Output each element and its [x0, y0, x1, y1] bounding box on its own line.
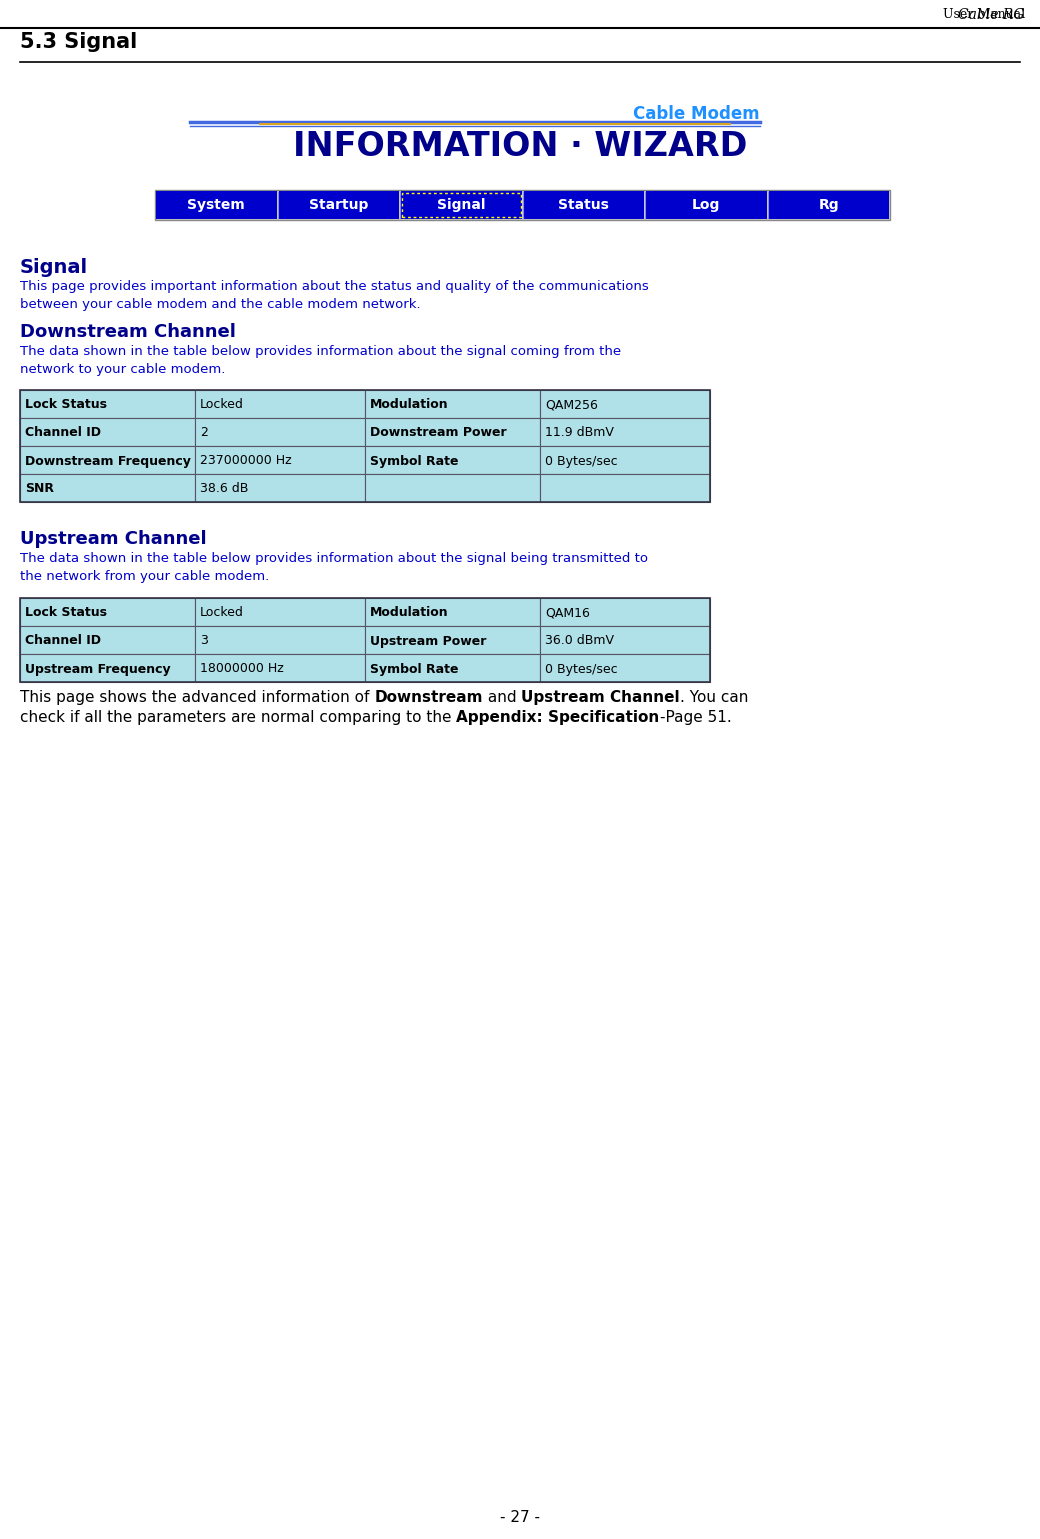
- Bar: [196, 389, 365, 419]
- Bar: [523, 191, 644, 219]
- Text: Symbol Rate: Symbol Rate: [370, 454, 459, 468]
- Bar: [769, 191, 889, 219]
- Text: Cable RG: Cable RG: [959, 8, 1025, 22]
- Bar: [365, 419, 540, 446]
- Text: QAM256: QAM256: [545, 399, 598, 411]
- Text: Locked: Locked: [200, 399, 243, 411]
- Bar: [20, 389, 710, 502]
- Text: Startup: Startup: [309, 199, 368, 212]
- Text: 2: 2: [200, 426, 208, 440]
- Text: 11.9 dBmV: 11.9 dBmV: [545, 426, 614, 440]
- Text: Log: Log: [692, 199, 721, 212]
- Bar: [20, 419, 196, 446]
- Text: Signal: Signal: [437, 199, 486, 212]
- Bar: [540, 389, 710, 419]
- Text: and: and: [483, 689, 521, 705]
- Bar: [401, 191, 521, 219]
- Bar: [540, 474, 710, 502]
- Text: Upstream Frequency: Upstream Frequency: [25, 662, 171, 676]
- Bar: [20, 599, 710, 682]
- Text: Channel ID: Channel ID: [25, 426, 101, 440]
- Bar: [196, 474, 365, 502]
- Text: 0 Bytes/sec: 0 Bytes/sec: [545, 454, 618, 468]
- Bar: [196, 599, 365, 626]
- Bar: [156, 191, 277, 219]
- Text: 5.3 Signal: 5.3 Signal: [20, 32, 137, 52]
- Bar: [155, 189, 890, 220]
- Text: . You can: . You can: [680, 689, 748, 705]
- Bar: [365, 654, 540, 682]
- Bar: [20, 389, 196, 419]
- Text: Upstream Channel: Upstream Channel: [521, 689, 680, 705]
- Text: Rg: Rg: [818, 199, 839, 212]
- Text: This page provides important information about the status and quality of the com: This page provides important information…: [20, 280, 649, 311]
- Text: Downstream Frequency: Downstream Frequency: [25, 454, 191, 468]
- Bar: [20, 599, 196, 626]
- Text: 36.0 dBmV: 36.0 dBmV: [545, 634, 614, 648]
- Bar: [365, 599, 540, 626]
- Text: Signal: Signal: [20, 259, 88, 277]
- Text: -Page 51.: -Page 51.: [659, 709, 731, 725]
- Bar: [540, 446, 710, 474]
- Text: Upstream Channel: Upstream Channel: [20, 529, 207, 548]
- Text: SNR: SNR: [25, 483, 54, 496]
- Text: This page shows the advanced information of: This page shows the advanced information…: [20, 689, 374, 705]
- Bar: [196, 419, 365, 446]
- Text: 3: 3: [200, 634, 208, 648]
- Bar: [20, 654, 196, 682]
- Text: 237000000 Hz: 237000000 Hz: [200, 454, 291, 468]
- Bar: [402, 192, 520, 217]
- Text: Channel ID: Channel ID: [25, 634, 101, 648]
- Text: 18000000 Hz: 18000000 Hz: [200, 662, 284, 676]
- Bar: [20, 446, 196, 474]
- Text: Locked: Locked: [200, 606, 243, 620]
- Text: Appendix: Specification: Appendix: Specification: [457, 709, 659, 725]
- Text: Downstream: Downstream: [374, 689, 483, 705]
- Bar: [196, 654, 365, 682]
- Text: 38.6 dB: 38.6 dB: [200, 483, 249, 496]
- Text: - 27 -: - 27 -: [500, 1510, 540, 1525]
- Text: Status: Status: [558, 199, 609, 212]
- Text: The data shown in the table below provides information about the signal coming f: The data shown in the table below provid…: [20, 345, 621, 376]
- Bar: [196, 626, 365, 654]
- Text: Lock Status: Lock Status: [25, 399, 107, 411]
- Bar: [365, 626, 540, 654]
- Text: check if all the parameters are normal comparing to the: check if all the parameters are normal c…: [20, 709, 457, 725]
- Bar: [365, 446, 540, 474]
- Text: 0 Bytes/sec: 0 Bytes/sec: [545, 662, 618, 676]
- Text: User Manual: User Manual: [903, 8, 1025, 22]
- Bar: [20, 474, 196, 502]
- Text: QAM16: QAM16: [545, 606, 590, 620]
- Bar: [540, 626, 710, 654]
- Text: Symbol Rate: Symbol Rate: [370, 662, 459, 676]
- Bar: [20, 626, 196, 654]
- Text: Cable Modem: Cable Modem: [633, 105, 760, 123]
- Text: Modulation: Modulation: [370, 606, 448, 620]
- Text: Lock Status: Lock Status: [25, 606, 107, 620]
- Bar: [365, 389, 540, 419]
- Text: System: System: [187, 199, 245, 212]
- Text: INFORMATION · WIZARD: INFORMATION · WIZARD: [293, 129, 747, 163]
- Bar: [540, 599, 710, 626]
- Text: Upstream Power: Upstream Power: [370, 634, 487, 648]
- Text: The data shown in the table below provides information about the signal being tr: The data shown in the table below provid…: [20, 553, 648, 583]
- Bar: [540, 419, 710, 446]
- Bar: [279, 191, 399, 219]
- Text: Downstream Power: Downstream Power: [370, 426, 506, 440]
- Text: Downstream Channel: Downstream Channel: [20, 323, 236, 342]
- Text: Modulation: Modulation: [370, 399, 448, 411]
- Bar: [540, 654, 710, 682]
- Bar: [196, 446, 365, 474]
- Bar: [365, 474, 540, 502]
- Bar: [646, 191, 766, 219]
